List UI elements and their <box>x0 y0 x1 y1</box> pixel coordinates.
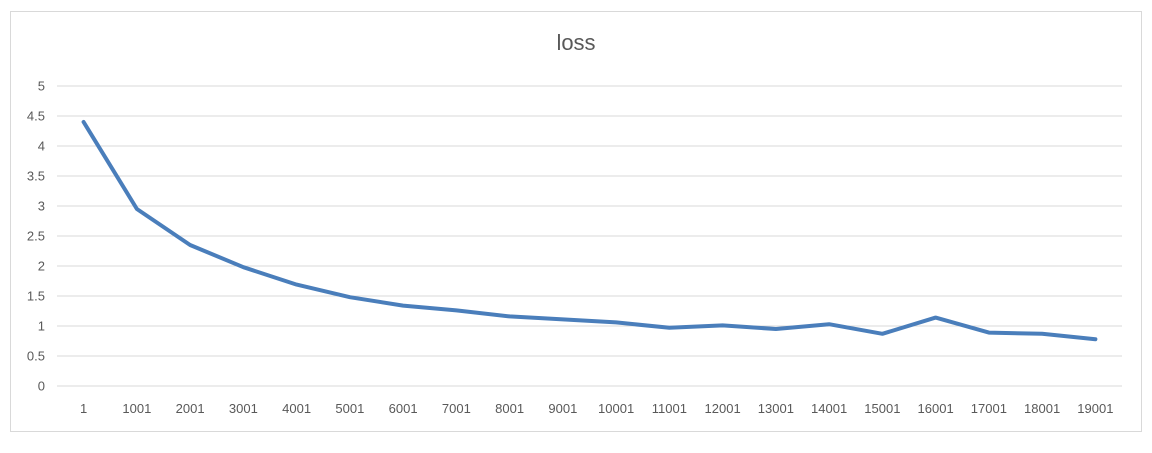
y-tick-label: 3 <box>38 199 45 214</box>
data-point <box>829 324 830 325</box>
data-point <box>669 327 670 328</box>
x-tick-label: 12001 <box>705 401 741 416</box>
x-tick-label: 15001 <box>864 401 900 416</box>
data-point <box>349 297 350 298</box>
data-point <box>935 317 936 318</box>
y-tick-label: 0 <box>38 379 45 394</box>
x-tick-label: 4001 <box>282 401 311 416</box>
x-tick-label: 7001 <box>442 401 471 416</box>
chart-title: loss <box>556 30 596 55</box>
data-point <box>456 310 457 311</box>
data-point <box>722 325 723 326</box>
y-tick-label: 2.5 <box>27 229 45 244</box>
x-tick-label: 9001 <box>548 401 577 416</box>
y-tick-label: 0.5 <box>27 349 45 364</box>
x-tick-label: 18001 <box>1024 401 1060 416</box>
x-tick-label: 10001 <box>598 401 634 416</box>
data-point <box>775 329 776 330</box>
x-tick-label: 2001 <box>176 401 205 416</box>
data-point <box>296 284 297 285</box>
data-point <box>562 319 563 320</box>
y-tick-label: 1 <box>38 319 45 334</box>
y-tick-label: 3.5 <box>27 169 45 184</box>
data-point <box>83 122 84 123</box>
x-tick-label: 8001 <box>495 401 524 416</box>
data-point <box>616 322 617 323</box>
x-tick-label: 5001 <box>335 401 364 416</box>
x-tick-label: 1001 <box>122 401 151 416</box>
x-tick-label: 6001 <box>389 401 418 416</box>
x-tick-label: 13001 <box>758 401 794 416</box>
y-tick-label: 4.5 <box>27 109 45 124</box>
data-point <box>509 316 510 317</box>
data-point <box>190 245 191 246</box>
x-tick-label: 14001 <box>811 401 847 416</box>
x-tick-label: 19001 <box>1077 401 1113 416</box>
x-tick-label: 1 <box>80 401 87 416</box>
data-point <box>403 305 404 306</box>
data-point <box>882 333 883 334</box>
x-tick-label: 11001 <box>652 401 687 416</box>
series-line <box>81 120 1098 342</box>
y-tick-label: 4 <box>38 139 45 154</box>
chart-frame <box>10 11 1142 432</box>
y-tick-label: 5 <box>38 79 45 94</box>
x-tick-label: 3001 <box>229 401 258 416</box>
data-point <box>1095 339 1096 340</box>
y-tick-label: 1.5 <box>27 289 45 304</box>
y-tick-label: 2 <box>38 259 45 274</box>
x-tick-label: 17001 <box>971 401 1007 416</box>
data-point <box>988 332 989 333</box>
x-tick-label: 16001 <box>918 401 954 416</box>
data-point <box>136 209 137 210</box>
data-point <box>243 267 244 268</box>
data-point <box>1042 333 1043 334</box>
